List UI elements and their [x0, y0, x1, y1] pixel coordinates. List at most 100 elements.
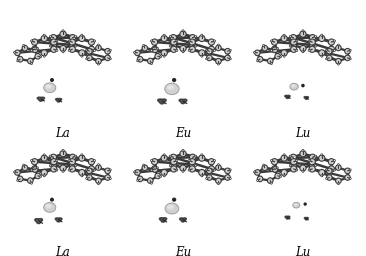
Circle shape	[69, 46, 75, 52]
Circle shape	[290, 154, 296, 161]
Circle shape	[68, 169, 70, 171]
Circle shape	[94, 49, 96, 51]
Circle shape	[60, 45, 66, 51]
Circle shape	[96, 58, 101, 64]
Circle shape	[23, 45, 25, 46]
Circle shape	[283, 154, 285, 156]
Ellipse shape	[46, 205, 51, 208]
Circle shape	[143, 45, 145, 46]
Circle shape	[263, 164, 265, 166]
Circle shape	[161, 50, 167, 56]
Circle shape	[326, 49, 327, 51]
Circle shape	[152, 46, 158, 52]
Circle shape	[337, 183, 339, 185]
Circle shape	[176, 40, 178, 42]
Circle shape	[79, 50, 85, 56]
Circle shape	[206, 178, 208, 179]
Circle shape	[291, 39, 297, 45]
Circle shape	[201, 34, 203, 36]
Circle shape	[41, 35, 47, 41]
Polygon shape	[158, 99, 166, 104]
Circle shape	[328, 166, 335, 172]
Circle shape	[195, 155, 197, 157]
Circle shape	[142, 165, 147, 170]
Circle shape	[268, 58, 273, 64]
Circle shape	[270, 159, 272, 162]
Polygon shape	[304, 97, 309, 99]
Circle shape	[213, 159, 216, 162]
Text: Eu: Eu	[175, 126, 191, 140]
Circle shape	[142, 45, 147, 51]
Ellipse shape	[44, 202, 56, 212]
Circle shape	[321, 175, 323, 177]
Circle shape	[308, 49, 310, 51]
Ellipse shape	[165, 203, 179, 214]
Circle shape	[86, 169, 87, 171]
Circle shape	[49, 36, 51, 37]
Circle shape	[280, 176, 281, 177]
Circle shape	[319, 169, 325, 176]
Circle shape	[272, 167, 278, 172]
Ellipse shape	[45, 84, 52, 89]
Circle shape	[208, 159, 214, 165]
Circle shape	[86, 58, 87, 60]
Circle shape	[300, 31, 306, 37]
Circle shape	[291, 166, 297, 172]
Circle shape	[262, 165, 268, 170]
Circle shape	[326, 178, 327, 179]
Circle shape	[326, 168, 332, 174]
Circle shape	[69, 159, 75, 165]
Circle shape	[60, 165, 66, 171]
Circle shape	[189, 46, 195, 52]
Circle shape	[213, 40, 216, 42]
Circle shape	[176, 49, 178, 51]
Circle shape	[14, 51, 15, 53]
Circle shape	[105, 55, 111, 61]
Circle shape	[302, 149, 304, 151]
Circle shape	[333, 49, 336, 51]
Circle shape	[189, 39, 195, 45]
Circle shape	[35, 54, 41, 59]
Circle shape	[270, 63, 272, 65]
Circle shape	[62, 51, 64, 53]
Circle shape	[96, 45, 101, 51]
Circle shape	[88, 159, 94, 165]
Circle shape	[195, 165, 197, 167]
Circle shape	[304, 203, 306, 205]
Circle shape	[51, 79, 53, 81]
Circle shape	[137, 179, 138, 181]
Circle shape	[321, 154, 323, 156]
Polygon shape	[56, 98, 61, 102]
Polygon shape	[285, 95, 290, 99]
Circle shape	[51, 46, 57, 52]
Circle shape	[109, 58, 111, 60]
Circle shape	[105, 175, 111, 180]
Ellipse shape	[168, 86, 173, 89]
Circle shape	[180, 31, 186, 37]
Circle shape	[345, 55, 350, 61]
Circle shape	[328, 46, 335, 52]
Circle shape	[309, 46, 315, 52]
Ellipse shape	[292, 85, 295, 87]
Circle shape	[62, 30, 64, 32]
Text: La: La	[56, 126, 70, 140]
Circle shape	[199, 155, 205, 161]
Circle shape	[190, 154, 196, 161]
Circle shape	[272, 159, 278, 165]
Circle shape	[176, 169, 178, 171]
Circle shape	[229, 178, 231, 179]
Circle shape	[171, 39, 177, 45]
Circle shape	[88, 39, 94, 45]
Circle shape	[27, 178, 33, 183]
Circle shape	[315, 155, 317, 157]
Circle shape	[300, 45, 306, 51]
Circle shape	[217, 183, 219, 185]
Circle shape	[49, 165, 51, 167]
Circle shape	[37, 47, 38, 49]
Polygon shape	[37, 97, 45, 101]
Circle shape	[87, 168, 92, 174]
Circle shape	[206, 49, 208, 51]
Circle shape	[315, 165, 317, 167]
Circle shape	[190, 42, 196, 48]
Circle shape	[147, 58, 153, 64]
